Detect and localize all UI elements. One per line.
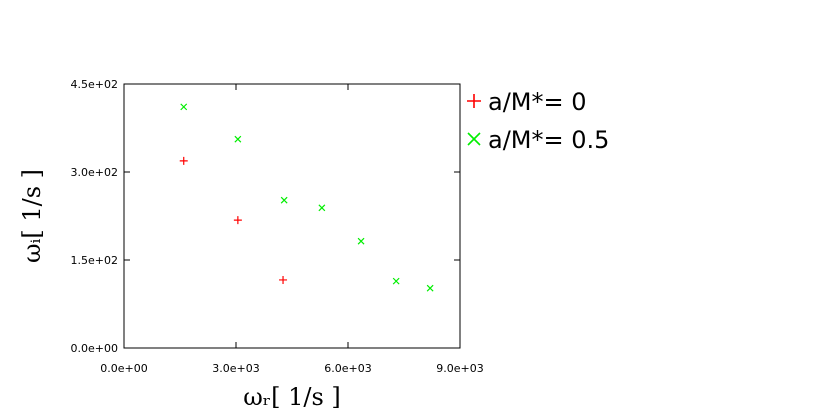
y-tick-label: 0.0e+00: [71, 342, 118, 355]
y-tick-label: 4.5e+02: [71, 78, 118, 91]
x-tick-label: 0.0e+00: [100, 362, 147, 375]
point: [357, 237, 365, 245]
x-tick-label: 6.0e+03: [324, 362, 371, 375]
y-axis-label: ωᵢ[ 1/s ]: [18, 169, 46, 263]
point: [179, 156, 188, 165]
x-tick-label: 3.0e+03: [212, 362, 259, 375]
legend-label: a/M*= 0.5: [488, 126, 609, 154]
point: [180, 103, 188, 111]
plot-frame: [123, 83, 461, 349]
point: [318, 204, 326, 212]
point: [426, 284, 434, 292]
point: [234, 135, 242, 143]
y-tick-label: 3.0e+02: [71, 166, 118, 179]
point: [280, 196, 288, 204]
y-tick-label: 1.5e+02: [71, 254, 118, 267]
x-tick-label: 9.0e+03: [436, 362, 483, 375]
point: [392, 277, 400, 285]
point: [233, 216, 242, 225]
legend-marker: [467, 94, 481, 108]
legend-marker: [467, 132, 481, 146]
x-axis-label: ωᵣ[ 1/s ]: [243, 383, 341, 411]
point: [279, 275, 288, 284]
legend-label: a/M*= 0: [488, 88, 587, 116]
